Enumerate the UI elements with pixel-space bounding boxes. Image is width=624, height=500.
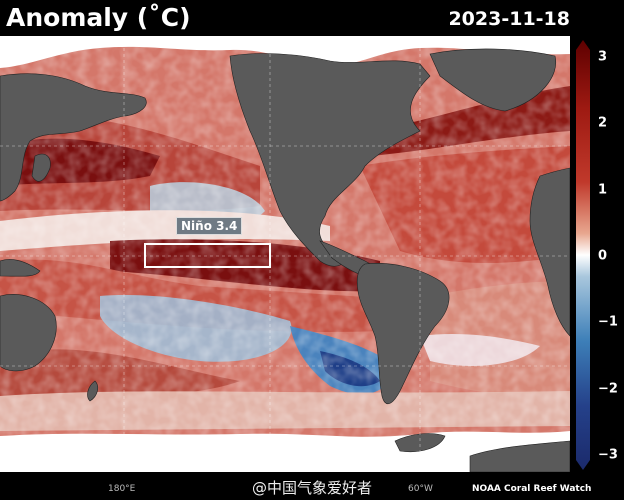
land-antarctic-peninsula bbox=[394, 433, 446, 453]
header-bar: Anomaly (˚C) 2023-11-18 bbox=[0, 0, 624, 36]
land-antarctica bbox=[469, 440, 570, 472]
colorbar-fill bbox=[576, 40, 590, 470]
graticule bbox=[0, 36, 570, 472]
land-asia bbox=[0, 73, 147, 202]
footer-bar bbox=[0, 472, 624, 500]
land-japan bbox=[31, 153, 51, 182]
watermark-text: @中国气象爱好者 bbox=[252, 479, 373, 497]
colorbar-tick-label: −2 bbox=[598, 381, 618, 397]
colorbar-tick-label: 2 bbox=[598, 115, 608, 131]
land-australia bbox=[0, 294, 57, 372]
colorbar-tick-label: −1 bbox=[598, 314, 618, 330]
nino34-box bbox=[144, 243, 271, 268]
land-maritime-continent bbox=[0, 259, 41, 277]
nino34-label: Niño 3.4 bbox=[176, 217, 243, 235]
map-date: 2023-11-18 bbox=[448, 8, 570, 30]
land-greenland bbox=[429, 48, 557, 112]
land-north-america bbox=[229, 53, 431, 267]
map-title: Anomaly (˚C) bbox=[6, 3, 191, 32]
land-new-zealand bbox=[87, 380, 99, 402]
colorbar-tick-label: 1 bbox=[598, 182, 608, 198]
colorbar-tick-label: 0 bbox=[598, 248, 608, 264]
colorbar-tick-label: −3 bbox=[598, 447, 618, 463]
colorbar-tick-label: 3 bbox=[598, 49, 608, 65]
lon-label-180e: 180°E bbox=[108, 484, 136, 494]
land-south-america bbox=[356, 263, 450, 404]
credit-text: NOAA Coral Reef Watch bbox=[472, 484, 592, 494]
lon-label-60w: 60°W bbox=[408, 484, 433, 494]
anomaly-map bbox=[0, 36, 570, 472]
arctic-ice bbox=[0, 36, 570, 68]
colorbar bbox=[576, 40, 590, 470]
land-africa bbox=[529, 167, 570, 337]
